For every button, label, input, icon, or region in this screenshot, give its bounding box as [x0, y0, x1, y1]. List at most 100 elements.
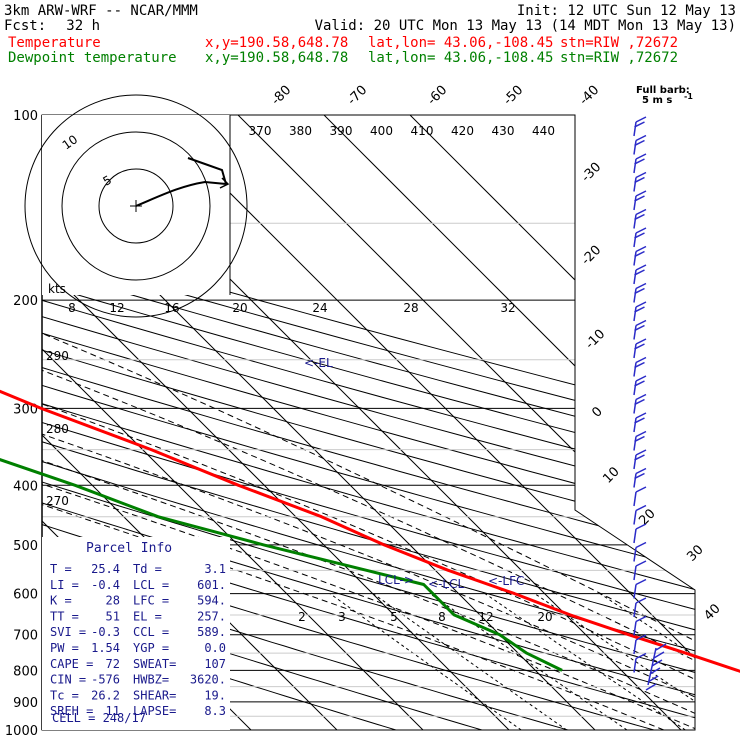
isotherm-label: -40: [577, 83, 603, 109]
parcel-row-value: 19.: [204, 688, 226, 702]
wind-barb-flag: [634, 121, 645, 128]
wind-barb: [633, 621, 637, 636]
wind-barb-flag: [635, 430, 647, 438]
isotherm-line: [323, 115, 695, 730]
parcel-row-value: 257.: [197, 609, 226, 623]
wind-barb-flag: [635, 171, 647, 179]
hodo-speed-label: 8: [68, 301, 76, 315]
parcel-row-label: SHEAR=: [133, 688, 176, 702]
wind-barb-flag: [635, 227, 647, 234]
parcel-row-value: 589.: [197, 625, 226, 639]
wind-barb-flag: [635, 116, 647, 123]
wind-barb: [633, 251, 637, 266]
wind-barb-flag: [635, 467, 647, 475]
wind-barb: [633, 528, 637, 544]
parcel-row-value: 25.4: [91, 562, 120, 576]
wind-barb-flag: [634, 343, 645, 350]
parcel-row-value: 26.2: [91, 688, 120, 702]
wind-barb: [633, 306, 637, 322]
theta-label: 370: [249, 124, 272, 138]
wind-barb: [633, 454, 637, 470]
dewpoint-legend-latlon: lat,lon= 43.06,-108.45: [368, 50, 553, 66]
parcel-cell: CELL = 248/17: [52, 711, 146, 725]
barb-legend-value: 5 m s: [642, 95, 672, 106]
wind-barb-flag: [635, 208, 647, 216]
temperature-legend-xy: x,y=190.58,648.78: [205, 35, 348, 51]
wind-barb-flag: [634, 213, 645, 221]
theta-label: 440: [532, 124, 555, 138]
wind-barb-flag: [635, 412, 647, 419]
wind-barb-flag: [635, 578, 647, 586]
isotherm-label: 20: [636, 506, 658, 528]
wind-barb: [633, 121, 637, 137]
wind-barb: [633, 343, 637, 359]
theta-label: 400: [370, 124, 393, 138]
parcel-row-label: SWEAT=: [133, 657, 176, 671]
wind-barb-flag: [635, 615, 647, 623]
hodo-speed-label: 16: [164, 301, 179, 315]
wind-barb-flag: [634, 287, 645, 295]
forecast-label: Fcst:: [4, 18, 46, 34]
pressure-label: 900: [13, 696, 38, 711]
wind-barb-flag: [635, 319, 647, 327]
parcel-info-box: Parcel Info T = 25.4 Td = 3.1 LI = -0.4 LCL = 6…: [42, 537, 230, 730]
wind-barb-flag: [651, 659, 663, 667]
wind-barb: [633, 399, 637, 414]
parcel-row-label: HWBZ=: [133, 673, 169, 687]
parcel-row-label: LCL =: [133, 578, 169, 592]
parcel-row-label: CCL =: [133, 625, 169, 639]
wind-barb: [633, 510, 637, 525]
hodo-speed-label: 20: [232, 301, 247, 315]
parcel-row-label: Td =: [133, 562, 162, 576]
theta-label: 270: [46, 494, 69, 508]
wind-barb: [633, 473, 637, 488]
wind-barb: [633, 380, 637, 396]
theta-label: 410: [411, 124, 434, 138]
wind-barb: [633, 602, 637, 618]
wind-barb-flag: [635, 634, 647, 641]
isotherm-label: -20: [579, 243, 605, 269]
model-title: 3km ARW-WRF -- NCAR/MMM: [4, 3, 198, 19]
wind-barb-flag: [635, 190, 647, 197]
wind-barb: [633, 140, 637, 155]
mixing-ratio-label: 12: [478, 610, 493, 624]
theta-label: 430: [492, 124, 515, 138]
theta-label: 390: [330, 124, 353, 138]
wind-barb-flag: [635, 301, 647, 308]
wind-barb-flag: [634, 176, 645, 184]
isotherm-label: 40: [701, 601, 723, 623]
parcel-row-label: CAPE =: [50, 657, 93, 671]
parcel-row-value: 1.54: [91, 641, 120, 655]
parcel-row-label: PW =: [50, 641, 79, 655]
parcel-row-label: Tc =: [50, 688, 79, 702]
parcel-row-value: 601.: [197, 578, 226, 592]
wind-barb: [633, 288, 637, 303]
dewpoint-legend-station: stn=RIW ,72672: [560, 50, 678, 66]
wind-barb-flag: [649, 667, 661, 675]
wind-barb-flag: [634, 454, 645, 461]
isotherm-label: -70: [345, 83, 371, 109]
hodo-speed-label: 24: [312, 301, 327, 315]
wind-barb-flag: [634, 324, 645, 332]
isotherm-line: [42, 115, 510, 730]
parcel-row-label: EL =: [133, 609, 162, 623]
pressure-label: 600: [13, 588, 38, 603]
parcel-row-value: 51: [106, 609, 120, 623]
parcel-info-title: Parcel Info: [86, 541, 172, 556]
parcel-level-annotation: <-EL: [304, 356, 333, 370]
isotherm-line: [409, 115, 695, 730]
wind-barb: [633, 417, 637, 433]
pressure-label: 400: [13, 479, 38, 494]
wind-barb-flag: [635, 134, 647, 142]
isotherm-line: [42, 115, 338, 730]
parcel-row-value: 3.1: [204, 562, 226, 576]
forecast-hour: 32 h: [66, 18, 100, 34]
mixing-ratio-label: 8: [438, 610, 446, 624]
parcel-row-label: LI =: [50, 578, 79, 592]
parcel-row-value: 3620.: [190, 673, 226, 687]
isotherm-label: -60: [425, 83, 451, 109]
wind-barb-flag: [635, 375, 647, 382]
parcel-row-label: LFC =: [133, 594, 169, 608]
temperature-legend-name: Temperature: [8, 35, 101, 51]
